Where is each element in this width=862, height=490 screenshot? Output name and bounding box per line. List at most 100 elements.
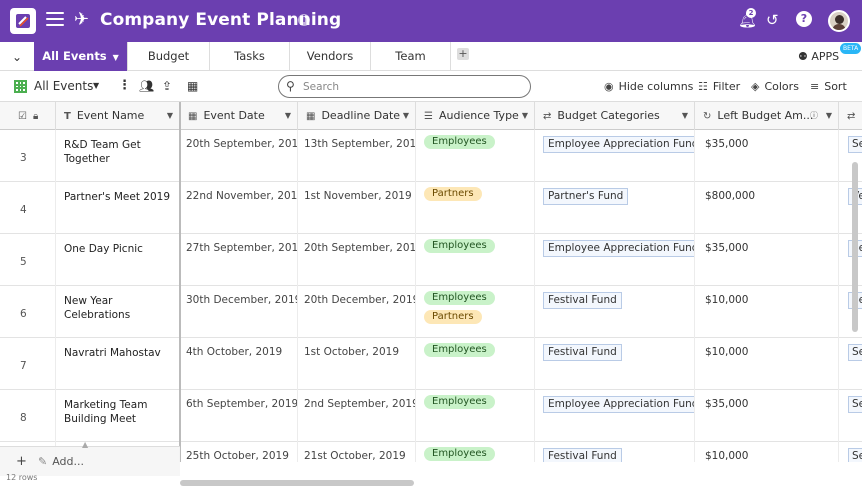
budget-link-chip[interactable]: Partner's Fund [543, 188, 629, 205]
deadline-date-cell[interactable]: 2nd September, 2019 [298, 390, 416, 442]
table-row[interactable]: 7 Navratri Mahostav 4th October, 2019 1st O… [0, 338, 862, 390]
hide-columns-button[interactable]: ◉ Hide columns [604, 80, 694, 93]
event-name-cell[interactable]: Marketing Team Building Meet [56, 390, 180, 442]
next-column-cell[interactable]: Se [839, 286, 862, 338]
help-icon[interactable]: ? [796, 11, 812, 27]
link-chip[interactable]: Se [848, 136, 862, 153]
filter-button[interactable]: ☷ Filter [698, 80, 741, 93]
next-column-cell[interactable]: Ve [839, 182, 862, 234]
next-column-cell[interactable]: Se [839, 234, 862, 286]
audience-type-cell[interactable]: Employees [416, 390, 535, 442]
event-name-cell[interactable]: One Day Picnic [56, 234, 180, 286]
frozen-column-divider[interactable] [179, 102, 181, 462]
info-icon[interactable]: i [298, 14, 310, 26]
link-chip[interactable]: Se [848, 344, 862, 361]
budget-link-chip[interactable]: Festival Fund [543, 448, 622, 462]
column-header-next[interactable]: ⇄ [839, 102, 862, 130]
share-users-icon[interactable]: 👥︎ [139, 79, 155, 93]
budget-link-chip[interactable]: Employee Appreciation Fund [543, 136, 694, 153]
left-budget-cell[interactable]: $10,000 [695, 442, 839, 462]
add-row-button[interactable]: + [16, 454, 27, 469]
column-header-event-date[interactable]: ▦ Event Date ▼ [180, 102, 298, 130]
tab-all-events[interactable]: All Events ▼ [34, 42, 128, 71]
event-date-cell[interactable]: 6th September, 2019 [180, 390, 298, 442]
chevron-down-icon[interactable]: ⌄ [11, 49, 23, 64]
colors-button[interactable]: ◈ Colors [751, 80, 799, 93]
add-record-button[interactable]: ✎ Add... [38, 455, 85, 468]
tab-budget[interactable]: Budget [128, 42, 210, 71]
left-budget-cell[interactable]: $35,000 [695, 390, 839, 442]
budget-category-cell[interactable]: Festival Fund [535, 286, 695, 338]
budget-link-chip[interactable]: Festival Fund [543, 344, 622, 361]
add-tab-button[interactable]: + [457, 47, 469, 60]
link-chip[interactable]: Se [848, 396, 862, 413]
link-chip[interactable]: Se [848, 448, 862, 462]
left-budget-cell[interactable]: $10,000 [695, 338, 839, 390]
tab-team[interactable]: Team [371, 42, 451, 71]
event-date-cell[interactable]: 27th September, 2019 [180, 234, 298, 286]
event-date-cell[interactable]: 25th October, 2019 [180, 442, 298, 462]
audience-type-cell[interactable]: Employees [416, 442, 535, 462]
sort-button[interactable]: ≡ Sort [810, 80, 847, 93]
next-column-cell[interactable]: Se [839, 338, 862, 390]
table-row[interactable]: 8 Marketing Team Building Meet 6th Septemb… [0, 390, 862, 442]
left-budget-cell[interactable]: $35,000 [695, 130, 839, 182]
chevron-up-icon[interactable]: ▲ [82, 440, 89, 449]
export-icon[interactable]: ⇪ [162, 79, 173, 93]
vertical-scrollbar[interactable] [852, 162, 858, 332]
horizontal-scrollbar[interactable] [180, 480, 414, 486]
table-row[interactable]: 3 R&D Team Get Together 20th September, 20… [0, 130, 862, 182]
audience-type-cell[interactable]: Employees [416, 130, 535, 182]
deadline-date-cell[interactable]: 1st October, 2019 [298, 338, 416, 390]
table-row[interactable]: 6 New Year Celebrations 30th December, 201… [0, 286, 862, 338]
left-budget-cell[interactable]: $800,000 [695, 182, 839, 234]
budget-category-cell[interactable]: Employee Appreciation Fund [535, 130, 695, 182]
column-header-event-name[interactable]: T Event Name ▼ [56, 102, 180, 130]
tab-tasks[interactable]: Tasks [210, 42, 290, 71]
budget-category-cell[interactable]: Festival Fund [535, 338, 695, 390]
event-date-cell[interactable]: 22nd November, 2019 [180, 182, 298, 234]
budget-link-chip[interactable]: Employee Appreciation Fund [543, 240, 694, 257]
menu-icon[interactable] [46, 12, 64, 28]
budget-link-chip[interactable]: Employee Appreciation Fund [543, 396, 694, 413]
history-icon[interactable]: ↺ [766, 11, 779, 29]
print-icon[interactable]: ▦ [187, 79, 199, 93]
budget-category-cell[interactable]: Festival Fund [535, 442, 695, 462]
budget-category-cell[interactable]: Employee Appreciation Fund [535, 234, 695, 286]
event-name-cell[interactable]: Partner's Meet 2019 [56, 182, 180, 234]
deadline-date-cell[interactable]: 20th September, 2019 [298, 234, 416, 286]
event-name-cell[interactable]: R&D Team Get Together [56, 130, 180, 182]
budget-category-cell[interactable]: Employee Appreciation Fund [535, 390, 695, 442]
column-header-deadline-date[interactable]: ▦ Deadline Date ▼ [298, 102, 416, 130]
search-input[interactable] [303, 78, 523, 95]
budget-category-cell[interactable]: Partner's Fund [535, 182, 695, 234]
event-date-cell[interactable]: 30th December, 2019 [180, 286, 298, 338]
view-selector[interactable]: All Events [34, 79, 94, 93]
event-date-cell[interactable]: 4th October, 2019 [180, 338, 298, 390]
deadline-date-cell[interactable]: 1st November, 2019 [298, 182, 416, 234]
chevron-down-icon[interactable]: ▼ [93, 81, 100, 90]
deadline-date-cell[interactable]: 13th September, 2019 [298, 130, 416, 182]
apps-button[interactable]: ⚉ APPS [798, 50, 840, 63]
select-all-checkbox[interactable]: ☑ 🔒︎ [0, 102, 56, 130]
event-name-cell[interactable]: Navratri Mahostav [56, 338, 180, 390]
budget-link-chip[interactable]: Festival Fund [543, 292, 622, 309]
audience-type-cell[interactable]: Employees [416, 234, 535, 286]
tab-vendors[interactable]: Vendors [290, 42, 371, 71]
next-column-cell[interactable]: Se [839, 390, 862, 442]
table-row[interactable]: 4 Partner's Meet 2019 22nd November, 2019 1… [0, 182, 862, 234]
deadline-date-cell[interactable]: 21st October, 2019 [298, 442, 416, 462]
event-date-cell[interactable]: 20th September, 2019 [180, 130, 298, 182]
audience-type-cell[interactable]: Employees [416, 338, 535, 390]
more-options-icon[interactable]: ⋮ [118, 78, 131, 93]
deadline-date-cell[interactable]: 20th December, 2019 [298, 286, 416, 338]
app-logo-icon[interactable] [10, 8, 36, 34]
column-header-left-budget[interactable]: ↻ Left Budget Am... ⓘ ▼ [695, 102, 839, 130]
left-budget-cell[interactable]: $35,000 [695, 234, 839, 286]
next-column-cell[interactable]: Se [839, 442, 862, 462]
column-header-audience-type[interactable]: ☰ Audience Type ▼ [416, 102, 535, 130]
event-name-cell[interactable]: New Year Celebrations [56, 286, 180, 338]
table-row[interactable]: 5 One Day Picnic 27th September, 2019 20th … [0, 234, 862, 286]
avatar[interactable] [828, 10, 850, 32]
